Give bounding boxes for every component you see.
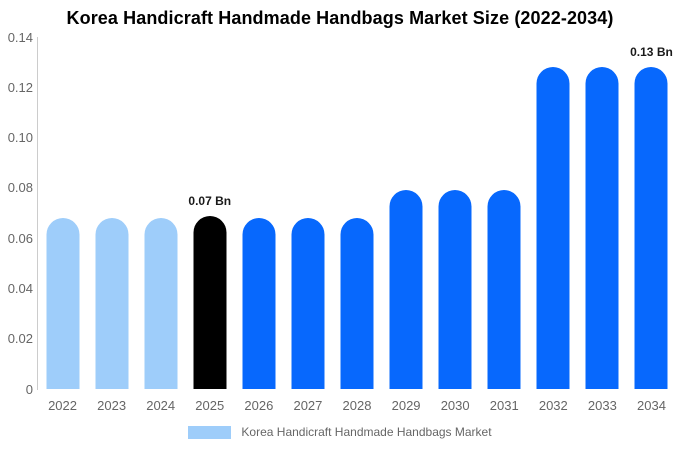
x-tick-label-2023: 2023 [97, 398, 127, 413]
bar-2024[interactable] [144, 218, 178, 389]
bar-2032[interactable] [536, 67, 570, 389]
bar-2027[interactable] [291, 218, 325, 389]
bar-slot-2022: 2022 [38, 37, 87, 413]
bar-slot-2025: 0.07 Bn 2025 [185, 37, 234, 413]
legend-swatch [188, 425, 232, 439]
value-label-2025: 0.07 Bn [188, 193, 232, 208]
y-tick-label: 0.04 [7, 280, 33, 296]
y-tick-label: 0.12 [7, 79, 33, 95]
bar-2033[interactable] [585, 67, 619, 389]
y-axis-line [37, 37, 38, 390]
bar-2025[interactable] [193, 215, 227, 389]
bar-slot-2032: 2032 [529, 37, 578, 413]
x-tick-label-2030: 2030 [440, 398, 470, 413]
x-tick-label-2025: 2025 [195, 398, 225, 413]
bar-slot-2029: 2029 [382, 37, 431, 413]
legend[interactable]: Korea Handicraft Handmade Handbags Marke… [0, 425, 680, 439]
bar-2028[interactable] [340, 218, 374, 389]
bar-2026[interactable] [242, 218, 276, 389]
x-tick-label-2024: 2024 [146, 398, 176, 413]
bar-2031[interactable] [487, 190, 521, 389]
x-tick-label-2031: 2031 [489, 398, 519, 413]
bar-slot-2033: 2033 [578, 37, 627, 413]
value-label-2034: 0.13 Bn [630, 45, 673, 60]
plot-area: 2022 2023 2024 0.07 Bn 2025 2026 2027 2028 2029 2… [38, 37, 676, 413]
bar-slot-2034: 0.13 Bn 2034 [627, 37, 676, 413]
bar-2022[interactable] [46, 218, 80, 389]
bar-slot-2024: 2024 [136, 37, 185, 413]
bar-slot-2028: 2028 [332, 37, 381, 413]
legend-label: Korea Handicraft Handmade Handbags Marke… [241, 425, 492, 439]
x-tick-label-2029: 2029 [391, 398, 421, 413]
x-tick-label-2022: 2022 [48, 398, 77, 413]
x-tick-label-2026: 2026 [244, 398, 274, 413]
bar-2030[interactable] [438, 190, 472, 389]
x-tick-label-2028: 2028 [342, 398, 372, 413]
bar-2029[interactable] [389, 190, 423, 389]
y-tick-label: 0 [25, 381, 33, 397]
bar-slot-2031: 2031 [480, 37, 529, 413]
y-tick-label: 0.10 [7, 130, 33, 146]
bar-2034[interactable] [634, 67, 668, 389]
bar-slot-2026: 2026 [234, 37, 283, 413]
bar-2023[interactable] [95, 218, 129, 389]
y-tick-label: 0.08 [7, 180, 33, 196]
bar-slot-2023: 2023 [87, 37, 136, 413]
bar-slot-2027: 2027 [283, 37, 332, 413]
y-tick-label: 0.06 [7, 230, 33, 246]
x-tick-label-2034: 2034 [637, 398, 666, 413]
bar-slot-2030: 2030 [431, 37, 480, 413]
x-tick-label-2032: 2032 [538, 398, 568, 413]
chart-title: Korea Handicraft Handmade Handbags Marke… [66, 8, 614, 28]
y-tick-label: 0.14 [7, 29, 33, 45]
x-tick-label-2027: 2027 [293, 398, 323, 413]
x-tick-label-2033: 2033 [587, 398, 617, 413]
y-tick-label: 0.02 [7, 331, 33, 347]
